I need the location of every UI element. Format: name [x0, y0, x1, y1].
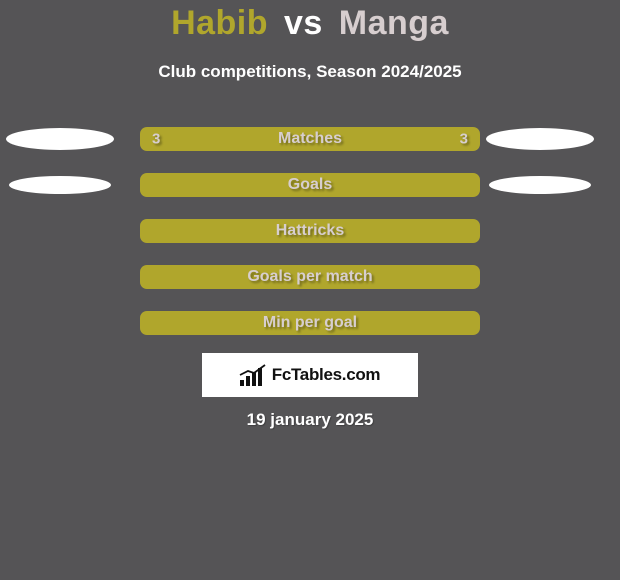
stat-row: Goals per match	[0, 263, 620, 291]
stat-pill: Goals	[140, 173, 480, 197]
stat-pill: Goals per match	[140, 265, 480, 289]
left-marker-icon	[6, 128, 114, 150]
player1-name: Habib	[171, 4, 268, 42]
fctables-logo[interactable]: FcTables.com	[202, 353, 418, 397]
stat-label: Min per goal	[263, 314, 357, 332]
stat-pill: Hattricks	[140, 219, 480, 243]
stat-value-left: 3	[152, 131, 160, 148]
right-marker-icon	[486, 128, 594, 150]
stat-pill: Min per goal	[140, 311, 480, 335]
stat-value-right: 3	[460, 131, 468, 148]
vs-separator: vs	[284, 4, 323, 42]
stat-row: Min per goal	[0, 309, 620, 337]
right-marker-icon	[489, 176, 591, 194]
player2-name: Manga	[339, 4, 449, 42]
stat-label: Hattricks	[276, 222, 344, 240]
logo-text: FcTables.com	[272, 365, 381, 385]
comparison-title: Habib vs Manga	[0, 4, 620, 43]
stat-pill: Matches 3 3	[140, 127, 480, 151]
stat-label: Matches	[278, 130, 342, 148]
left-marker-icon	[9, 176, 111, 194]
snapshot-date: 19 january 2025	[0, 410, 620, 430]
stat-row: Hattricks	[0, 217, 620, 245]
logo-chart-icon	[240, 364, 266, 386]
stat-row: Matches 3 3	[0, 125, 620, 153]
subtitle: Club competitions, Season 2024/2025	[0, 62, 620, 82]
stat-label: Goals	[288, 176, 332, 194]
stat-label: Goals per match	[247, 268, 372, 286]
stat-row: Goals	[0, 171, 620, 199]
